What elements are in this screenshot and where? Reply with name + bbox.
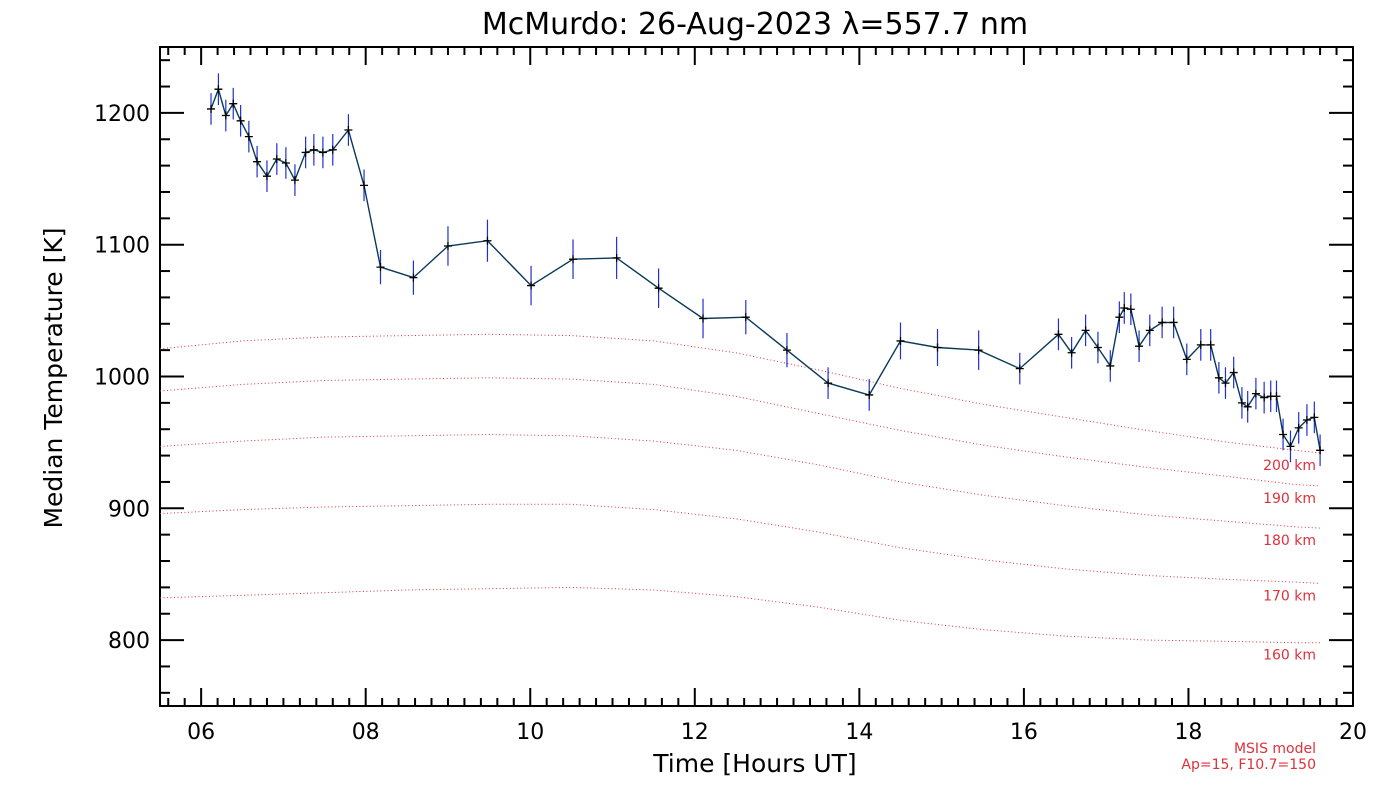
data-point: [221, 111, 230, 120]
data-point: [1302, 415, 1311, 424]
data-point: [344, 126, 353, 135]
data-point: [1145, 326, 1154, 335]
x-tick-label: 06: [187, 720, 215, 745]
data-point: [1214, 373, 1223, 382]
data-point: [1206, 340, 1215, 349]
data-point: [896, 336, 905, 345]
data-point: [865, 390, 874, 399]
data-point: [1081, 326, 1090, 335]
y-tick-label: 1100: [94, 234, 150, 259]
model-curve-label: 200 km: [1263, 458, 1316, 474]
data-point: [1221, 379, 1230, 388]
model-curve-line: [159, 586, 1321, 644]
model-note-line-1: MSIS model: [1234, 741, 1316, 757]
data-point: [229, 99, 238, 108]
data-point: [309, 145, 318, 154]
y-axis-label: Median Temperature [K]: [39, 227, 68, 528]
data-point: [1251, 389, 1260, 398]
data-point: [1067, 348, 1076, 357]
data-point: [1229, 368, 1238, 377]
model-curve-label: 160 km: [1263, 648, 1316, 664]
data-point: [483, 236, 492, 245]
data-point: [244, 132, 253, 141]
x-tick-label: 16: [1010, 720, 1038, 745]
data-point: [1135, 342, 1144, 351]
data-point: [699, 314, 708, 323]
x-tick-label: 08: [352, 720, 380, 745]
data-point: [1243, 402, 1252, 411]
chart-title: McMurdo: 26-Aug-2023 λ=557.7 nm: [482, 7, 1028, 42]
x-axis-label: Time [Hours UT]: [652, 749, 856, 778]
data-point: [328, 145, 337, 154]
data-point: [443, 242, 452, 251]
data-point: [318, 148, 327, 157]
plot-frame: [159, 46, 1354, 707]
model-curve-line: [159, 503, 1321, 584]
data-point: [1286, 442, 1295, 451]
data-point: [262, 172, 271, 181]
data-point: [1126, 305, 1135, 314]
data-point: [1196, 340, 1205, 349]
data-point: [214, 85, 223, 94]
series-line: [210, 86, 1321, 451]
data-point: [1169, 318, 1178, 327]
model-curve-label: 190 km: [1263, 491, 1316, 507]
data-point: [1015, 364, 1024, 373]
data-point: [1237, 398, 1246, 407]
data-point: [301, 148, 310, 157]
data-point: [207, 104, 216, 113]
data-point: [1260, 393, 1269, 402]
model-curve-line: [159, 333, 1321, 454]
data-point: [933, 343, 942, 352]
data-point: [1054, 330, 1063, 339]
data-point: [409, 273, 418, 282]
data-point: [1120, 303, 1129, 312]
data-point: [253, 157, 262, 166]
model-curve-line: [159, 433, 1321, 529]
data-point: [1115, 313, 1124, 322]
x-tick-label: 18: [1174, 720, 1202, 745]
data-point: [281, 158, 290, 167]
data-point: [824, 379, 833, 388]
model-note-line-2: Ap=15, F10.7=150: [1181, 757, 1316, 773]
data-point: [654, 284, 663, 293]
model-curves: 200 km 190 km 180 km 170 km 160 km: [159, 333, 1321, 664]
data-point: [360, 181, 369, 190]
data-point: [1106, 361, 1115, 370]
x-tick-labels: 06 08 10 12 14 16 18 20: [187, 720, 1367, 745]
data-point: [1093, 343, 1102, 352]
y-tick-labels: 800 900 1000 1100 1200: [94, 102, 150, 654]
model-curve-line: [159, 377, 1321, 487]
data-point: [376, 263, 385, 272]
data-point: [569, 255, 578, 264]
y-tick-label: 800: [108, 629, 150, 654]
data-point: [1316, 446, 1325, 455]
data-point: [527, 281, 536, 290]
data-point: [1272, 392, 1281, 401]
data-point: [1294, 423, 1303, 432]
data-point: [1158, 318, 1167, 327]
data-point: [741, 313, 750, 322]
data-point: [290, 176, 299, 185]
y-tick-label: 900: [108, 497, 150, 522]
data-point: [236, 116, 245, 125]
model-curve-label: 170 km: [1263, 588, 1316, 604]
data-point: [974, 346, 983, 355]
x-tick-label: 10: [516, 720, 544, 745]
data-point: [1310, 413, 1319, 422]
y-tick-label: 1000: [94, 366, 150, 391]
x-tick-label: 14: [845, 720, 873, 745]
x-tick-label: 20: [1339, 720, 1367, 745]
data-point: [1182, 355, 1191, 364]
data-point: [1279, 430, 1288, 439]
y-tick-label: 1200: [94, 102, 150, 127]
x-tick-label: 12: [681, 720, 709, 745]
model-curve-label: 180 km: [1263, 533, 1316, 549]
data-point: [612, 253, 621, 262]
axis-ticks: [160, 47, 1353, 706]
data-series: [207, 73, 1325, 467]
data-point: [782, 346, 791, 355]
data-point: [272, 155, 281, 164]
